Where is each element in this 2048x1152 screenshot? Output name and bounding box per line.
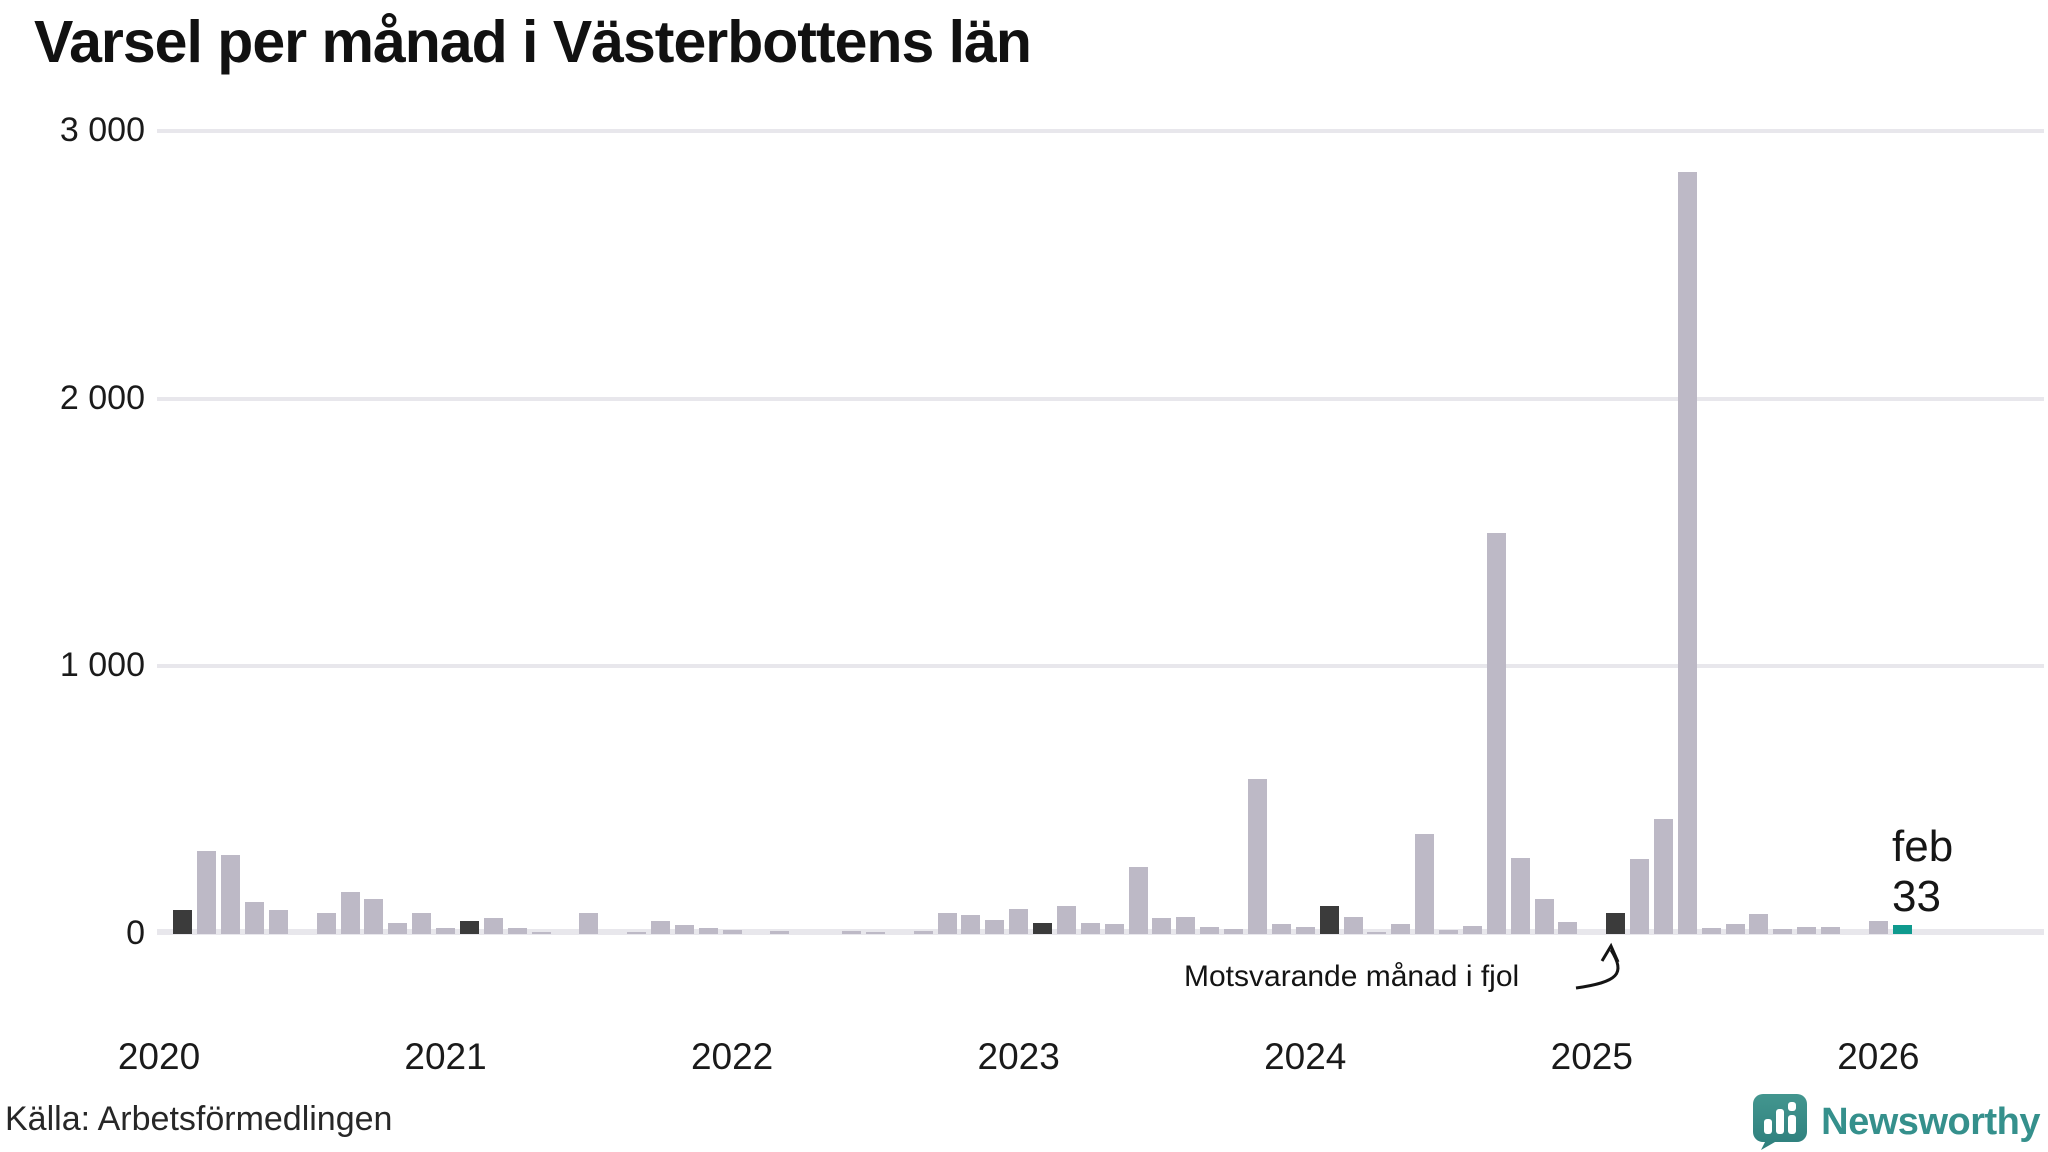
bar-maj-2023 (1104, 924, 1124, 934)
bar-okt-2022 (937, 912, 957, 934)
bar-jul-2021 (579, 912, 599, 934)
bar-nov-2022 (961, 914, 981, 934)
latest-month-name: feb (1892, 822, 1954, 871)
bar-aug-2025 (1749, 913, 1769, 934)
bar-jul-2022 (865, 931, 885, 934)
y-tick-label: 0 (126, 913, 145, 952)
bar-okt-2024 (1510, 857, 1530, 934)
x-tick-label: 2023 (977, 1036, 1060, 1077)
bar-apr-2023 (1080, 923, 1100, 934)
bar-jan-2026 (1868, 920, 1888, 934)
bar-feb-2023 (1033, 923, 1053, 934)
bar-feb-2024 (1319, 905, 1339, 934)
bar-sep-2022 (913, 931, 933, 934)
bar-maj-2021 (531, 931, 551, 934)
bar-jun-2025 (1701, 928, 1721, 934)
source-note: Källa: Arbetsförmedlingen (5, 1100, 393, 1138)
bar-sep-2021 (627, 931, 647, 934)
gridline (157, 664, 2044, 668)
bar-jan-2024 (1295, 927, 1315, 934)
bar-nov-2025 (1821, 927, 1841, 934)
bar-nov-2021 (674, 924, 694, 934)
bar-sep-2023 (1200, 927, 1220, 934)
bar-aug-2023 (1176, 917, 1196, 934)
y-tick-label: 3 000 (59, 111, 145, 149)
x-tick-label: 2024 (1264, 1036, 1347, 1077)
bar-dec-2022 (985, 920, 1005, 934)
bar-maj-2025 (1677, 171, 1697, 934)
bar-maj-2020 (245, 902, 265, 934)
bar-dec-2024 (1558, 921, 1578, 934)
bar-jul-2025 (1725, 924, 1745, 934)
bar-mar-2024 (1343, 917, 1363, 934)
bar-sep-2024 (1486, 532, 1506, 934)
bar-mar-2023 (1056, 905, 1076, 934)
bar-mar-2022 (770, 931, 790, 934)
bar-feb-2021 (459, 920, 479, 934)
bar-okt-2021 (650, 920, 670, 934)
bar-jan-2022 (722, 930, 742, 934)
bar-jun-2024 (1415, 833, 1435, 934)
bar-jul-2024 (1439, 930, 1459, 934)
bar-dec-2021 (698, 927, 718, 934)
bar-maj-2024 (1391, 924, 1411, 934)
bar-jan-2023 (1009, 908, 1029, 934)
latest-month-label: feb 33 (1892, 822, 1953, 922)
bar-mar-2025 (1630, 859, 1650, 934)
brand-name: Newsworthy (1821, 1100, 2040, 1143)
bar-mar-2020 (197, 851, 217, 934)
x-tick-label: 2022 (690, 1036, 774, 1077)
x-tick-label: 2021 (404, 1036, 487, 1077)
bar-feb-2026 (1892, 925, 1912, 934)
x-tick-label: 2020 (117, 1036, 201, 1077)
y-tick-label: 1 000 (59, 646, 145, 684)
y-tick-label: 2 000 (59, 378, 145, 417)
bar-okt-2025 (1797, 927, 1817, 934)
newsworthy-logo-icon (1753, 1094, 1808, 1150)
bar-jan-2021 (436, 927, 456, 934)
latest-month-value: 33 (1892, 872, 1941, 921)
bar-jun-2020 (268, 910, 288, 934)
bar-dec-2023 (1271, 924, 1291, 934)
bar-sep-2025 (1773, 928, 1793, 934)
bar-okt-2023 (1224, 928, 1244, 934)
bar-feb-2025 (1606, 913, 1626, 934)
bar-mar-2021 (483, 917, 503, 934)
bar-jun-2023 (1128, 867, 1148, 934)
gridline (157, 396, 2044, 401)
bar-nov-2020 (388, 923, 408, 934)
bar-nov-2024 (1534, 899, 1554, 934)
bar-sep-2020 (340, 891, 360, 934)
bar-jul-2023 (1152, 917, 1172, 934)
page-title: Varsel per månad i Västerbottens län (34, 9, 1032, 75)
gridline (157, 928, 2044, 935)
bar-aug-2024 (1462, 925, 1482, 934)
brand-footer: Newsworthy (1753, 1094, 2040, 1150)
bar-nov-2023 (1247, 778, 1267, 934)
bar-apr-2021 (507, 927, 527, 934)
gridline (157, 129, 2044, 133)
bar-okt-2020 (364, 898, 384, 934)
x-tick-label: 2026 (1837, 1036, 1920, 1077)
annotation-same-month-last-year: Motsvarande månad i fjol (1184, 960, 1520, 993)
x-tick-label: 2025 (1550, 1036, 1633, 1077)
bar-apr-2024 (1367, 931, 1387, 934)
bar-apr-2020 (221, 855, 241, 934)
bar-jun-2022 (842, 931, 862, 934)
bar-feb-2020 (173, 909, 193, 934)
bar-dec-2020 (412, 912, 432, 934)
bar-aug-2020 (316, 912, 336, 934)
bar-apr-2025 (1653, 818, 1673, 934)
